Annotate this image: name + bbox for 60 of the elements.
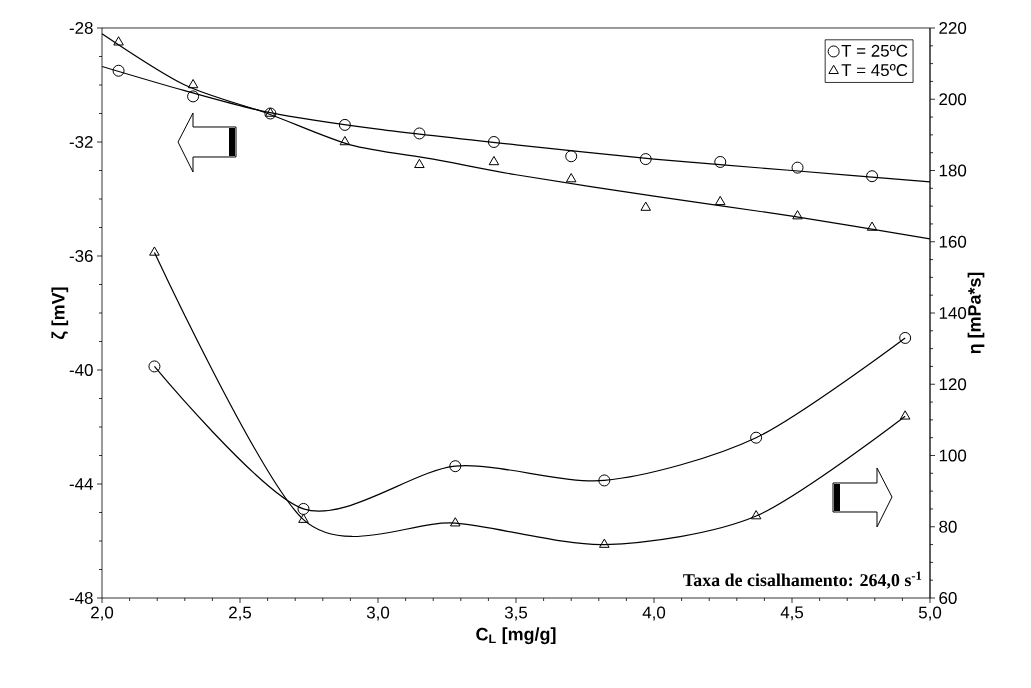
point — [413, 127, 426, 140]
point — [113, 36, 124, 46]
y-tick-label: -48 — [69, 592, 93, 604]
point — [866, 170, 879, 183]
y2-tick-label: 60 — [939, 592, 957, 604]
y-axis-title: ζ [mV] — [51, 287, 69, 339]
x-tick-label: 3,5 — [504, 606, 528, 621]
x-tick-label: 5,0 — [918, 606, 942, 621]
point — [297, 502, 310, 515]
point — [338, 118, 351, 131]
y2-tick-label: 120 — [939, 378, 967, 391]
point — [414, 158, 425, 169]
y-tick-label: -32 — [69, 136, 93, 148]
y-tick-label: -28 — [69, 21, 93, 34]
point — [599, 538, 610, 548]
point — [866, 221, 878, 231]
point — [640, 201, 651, 211]
y-tick-label: -40 — [69, 364, 93, 376]
point — [488, 155, 500, 166]
x-tick-label: 3,0 — [366, 606, 390, 621]
y2-tick-label: 160 — [939, 235, 967, 248]
point — [449, 460, 462, 473]
point — [187, 78, 199, 89]
point — [598, 474, 611, 487]
x-tick-label: 2,0 — [91, 606, 114, 621]
y2-tick-label: 200 — [939, 93, 967, 106]
point — [487, 135, 500, 148]
point — [187, 90, 200, 103]
point — [298, 513, 309, 523]
legend-label: T = 25ºC — [841, 44, 908, 57]
point — [639, 153, 652, 166]
x-axis-title: C$_{L}$ [mg/g] — [476, 627, 556, 645]
y2-tick-label: 180 — [939, 164, 967, 177]
point — [714, 195, 726, 206]
annotation: Taxa de cisalhamento: 264,0 s$^{-1}$ — [683, 571, 922, 589]
point — [899, 331, 912, 344]
point — [450, 517, 461, 527]
x-tick-label: 4,5 — [780, 606, 804, 621]
y2-tick-label: 100 — [939, 449, 967, 462]
point — [565, 173, 577, 183]
y2-tick-label: 220 — [939, 21, 967, 34]
point — [149, 246, 160, 256]
legend-label: T = 45ºC — [841, 64, 908, 77]
point — [750, 431, 763, 444]
y-tick-label: -36 — [69, 250, 93, 262]
point — [565, 150, 578, 163]
y2-axis-title: η [mPa*s] — [967, 272, 985, 354]
point — [148, 360, 161, 373]
y2-tick-label: 80 — [939, 520, 957, 533]
x-tick-label: 4,0 — [642, 606, 666, 621]
point — [714, 155, 727, 168]
point — [899, 410, 911, 420]
point — [792, 210, 803, 220]
point — [339, 135, 351, 146]
y-tick-label: -44 — [69, 478, 93, 490]
point — [750, 510, 762, 520]
point — [791, 161, 804, 174]
y2-tick-label: 140 — [939, 307, 967, 319]
point — [112, 64, 125, 77]
x-tick-label: 2,5 — [229, 606, 252, 621]
